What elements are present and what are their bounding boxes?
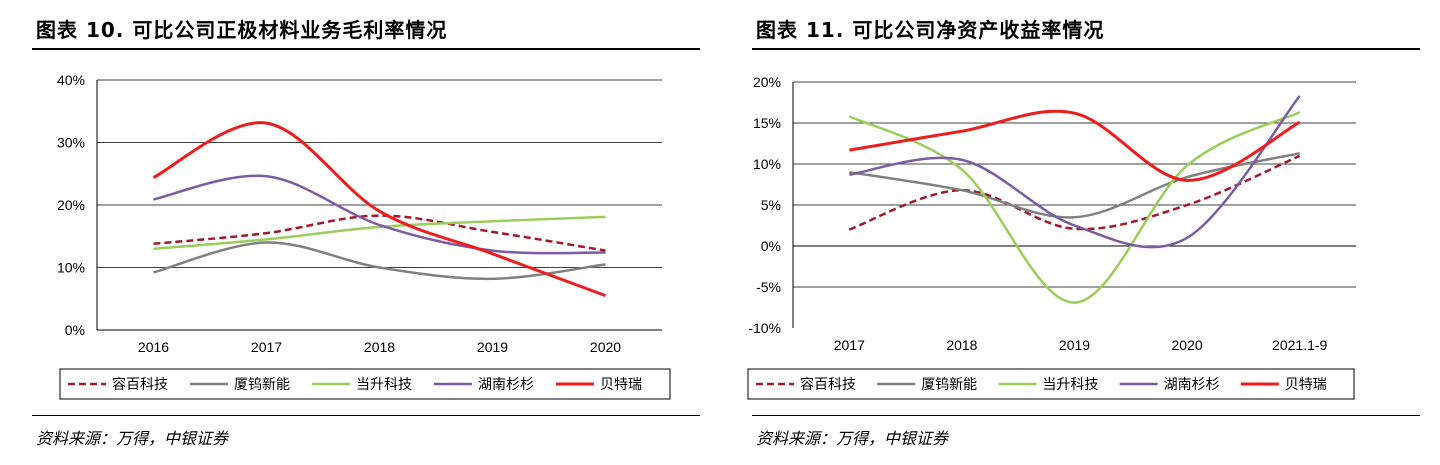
y-tick-label: 15%	[753, 115, 781, 131]
chart-canvas-left: 0% 10% 20% 30% 40% 2016 2017 2018 2019 2020 容百科技 厦钨…	[57, 72, 671, 400]
chart-panel-right: 图表 11. 可比公司净资产收益率情况 -10% -5% 0% 5% 10% 15% 20%…	[720, 0, 1440, 465]
x-tick-label: 2018	[946, 337, 977, 353]
title-divider	[32, 48, 700, 50]
x-tick-label: 2019	[477, 339, 508, 355]
x-tick-label: 2017	[834, 337, 865, 353]
title-divider	[752, 48, 1420, 50]
series-line	[153, 241, 606, 281]
y-tick-label: 5%	[761, 197, 781, 213]
source-note: 资料来源：万得，中银证券	[36, 429, 229, 448]
legend-label: 厦钨新能	[234, 377, 290, 393]
y-tick-label: -5%	[756, 279, 781, 295]
y-tick-label: 20%	[753, 74, 781, 90]
series-line	[848, 111, 1301, 304]
x-tick-label: 2020	[590, 339, 621, 355]
y-tick-label: 40%	[57, 72, 85, 88]
legend-label: 湖南杉杉	[478, 377, 534, 393]
series-line	[849, 95, 1301, 249]
legend-label: 当升科技	[356, 377, 412, 393]
x-tick-label: 2019	[1059, 337, 1090, 353]
y-tick-label: 30%	[57, 135, 85, 151]
y-tick-label: 10%	[753, 156, 781, 172]
legend-label: 容百科技	[800, 376, 856, 393]
series-line	[848, 154, 1301, 231]
y-tick-label: 0%	[761, 238, 781, 254]
x-tick-label: 2016	[138, 339, 169, 355]
series-line	[849, 152, 1300, 219]
chart-title: 图表 11. 可比公司净资产收益率情况	[756, 18, 1105, 42]
legend-label: 当升科技	[1042, 377, 1098, 393]
series-line	[152, 121, 607, 298]
x-tick-label: 2020	[1172, 337, 1203, 353]
source-note: 资料来源：万得，中银证券	[756, 429, 949, 448]
x-tick-label: 2021.1-9	[1272, 337, 1327, 353]
y-tick-label: 10%	[57, 260, 85, 276]
legend-label: 贝特瑞	[1285, 377, 1327, 393]
y-tick-label: -10%	[748, 320, 781, 336]
legend-label: 湖南杉杉	[1164, 377, 1220, 393]
legend-label: 容百科技	[112, 376, 168, 393]
series-line	[153, 214, 606, 252]
series-line	[849, 109, 1301, 182]
series-line	[153, 215, 606, 251]
chart-title: 图表 10. 可比公司正极材料业务毛利率情况	[36, 18, 448, 42]
legend-label: 贝特瑞	[600, 377, 642, 393]
source-divider	[32, 415, 700, 416]
x-tick-label: 2018	[364, 339, 395, 355]
y-tick-label: 20%	[57, 197, 85, 213]
series-line	[153, 174, 606, 255]
y-tick-label: 0%	[65, 322, 85, 338]
source-divider	[752, 415, 1420, 416]
chart-canvas-right: -10% -5% 0% 5% 10% 15% 20% 2017 2018 2019 2020 2021…	[747, 74, 1356, 400]
chart-panel-left: 图表 10. 可比公司正极材料业务毛利率情况 0% 10% 20% 30% 40% 201…	[32, 18, 700, 448]
x-tick-label: 2017	[251, 339, 282, 355]
legend-label: 厦钨新能	[921, 377, 977, 393]
